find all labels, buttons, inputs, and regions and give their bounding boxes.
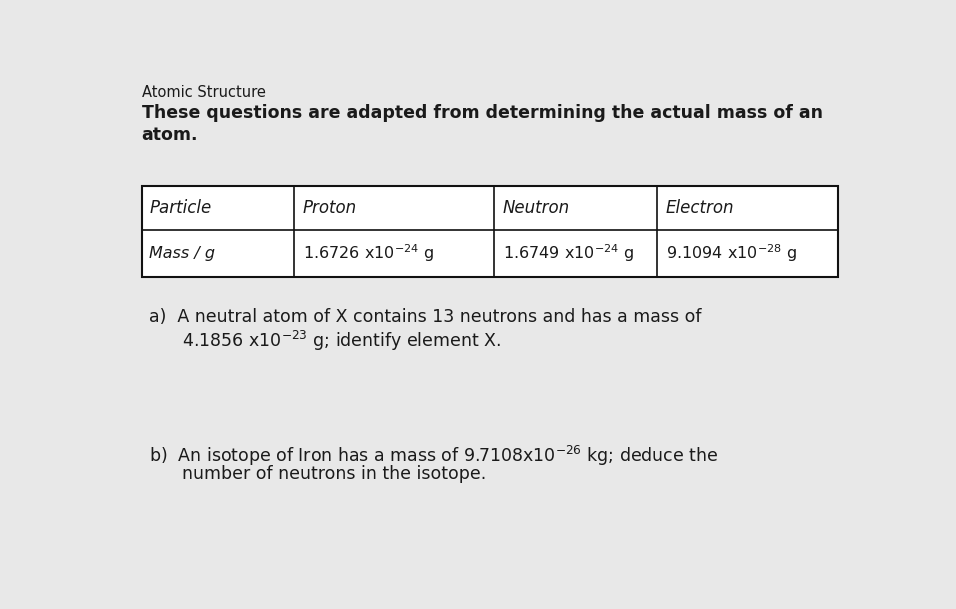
Text: Proton: Proton [302,199,357,217]
Text: 9.1094 x10$^{-28}$ g: 9.1094 x10$^{-28}$ g [665,243,796,264]
Text: 1.6749 x10$^{-24}$ g: 1.6749 x10$^{-24}$ g [503,243,634,264]
Text: Atomic Structure: Atomic Structure [141,85,266,100]
Text: Neutron: Neutron [503,199,570,217]
Bar [141,186,838,277]
Text: 1.6726 x10$^{-24}$ g: 1.6726 x10$^{-24}$ g [302,243,433,264]
Text: Electron: Electron [665,199,734,217]
Text: b)  An isotope of Iron has a mass of 9.7108x10$^{-26}$ kg; deduce the: b) An isotope of Iron has a mass of 9.71… [149,443,719,468]
Text: Particle: Particle [149,199,211,217]
Text: 4.1856 x10$^{-23}$ g; identify element X.: 4.1856 x10$^{-23}$ g; identify element X… [149,329,501,353]
Text: a)  A neutral atom of X contains 13 neutrons and has a mass of: a) A neutral atom of X contains 13 neutr… [149,308,702,326]
Text: atom.: atom. [141,125,198,144]
Text: These questions are adapted from determining the actual mass of an: These questions are adapted from determi… [141,104,823,122]
Text: Mass / g: Mass / g [149,246,215,261]
Text: number of neutrons in the isotope.: number of neutrons in the isotope. [149,465,487,483]
